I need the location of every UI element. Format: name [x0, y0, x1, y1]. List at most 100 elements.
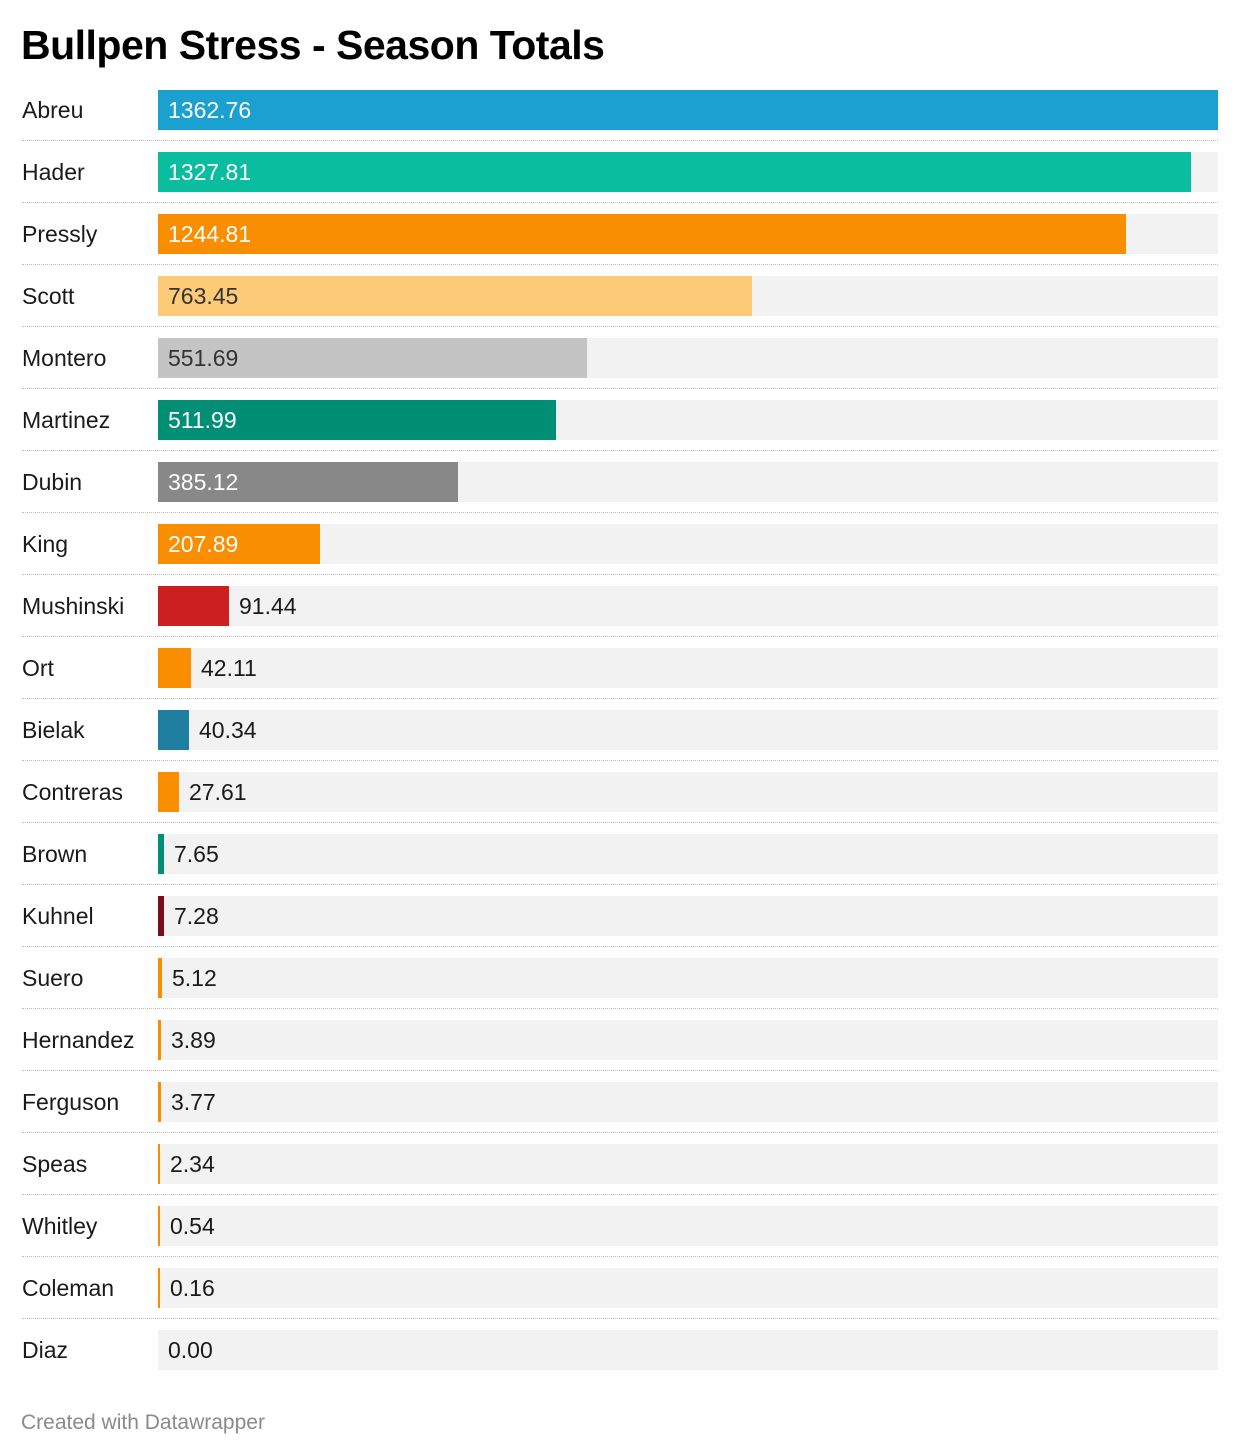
category-label: Martinez — [22, 407, 111, 433]
row-divider — [22, 450, 1218, 451]
chart-row: Whitley 0.54 — [0, 1206, 1240, 1268]
bar-value-label: 385.12 — [168, 469, 239, 495]
chart-row: Ferguson 3.77 — [0, 1082, 1240, 1144]
category-label: Ferguson — [22, 1089, 120, 1115]
bar-value-label: 0.00 — [168, 1337, 213, 1363]
chart-row: Martinez 511.99 — [0, 400, 1240, 462]
bar-track: 3.89 — [158, 1020, 1218, 1060]
bar-track: 91.44 — [158, 586, 1218, 626]
row-divider — [22, 1256, 1218, 1257]
bar-value-label: 1362.76 — [168, 97, 252, 123]
row-divider — [22, 822, 1218, 823]
bar — [158, 214, 1126, 254]
bar — [158, 772, 179, 812]
chart-row: Kuhnel 7.28 — [0, 896, 1240, 958]
bar — [158, 648, 191, 688]
category-label: Hader — [22, 159, 85, 185]
bar-value-label: 91.44 — [239, 593, 297, 619]
row-divider — [22, 1132, 1218, 1133]
category-label: Montero — [22, 345, 107, 371]
chart-row: Hernandez 3.89 — [0, 1020, 1240, 1082]
chart-row: Pressly 1244.81 — [0, 214, 1240, 276]
bar — [158, 524, 320, 564]
bar-value-label: 42.11 — [201, 655, 257, 681]
chart-row: King 207.89 — [0, 524, 1240, 586]
row-divider — [22, 636, 1218, 637]
category-label: Ort — [22, 655, 54, 681]
row-divider — [22, 1194, 1218, 1195]
row-divider — [22, 1318, 1218, 1319]
row-divider — [22, 202, 1218, 203]
footer-credit[interactable]: Created with Datawrapper — [21, 1411, 265, 1434]
category-label: King — [22, 531, 69, 557]
chart-row: Diaz 0.00 — [0, 1330, 1240, 1392]
row-divider — [22, 946, 1218, 947]
bar-track: 1327.81 — [158, 152, 1218, 192]
row-divider — [22, 1070, 1218, 1071]
bar — [158, 896, 164, 936]
category-label: Kuhnel — [22, 903, 94, 929]
bar-value-label: 763.45 — [168, 283, 239, 309]
bar — [158, 1206, 160, 1246]
category-label: Mushinski — [22, 593, 125, 619]
bar-track: 40.34 — [158, 710, 1218, 750]
bar-value-label: 40.34 — [199, 717, 257, 743]
category-label: Speas — [22, 1151, 88, 1177]
chart-row: Coleman 0.16 — [0, 1268, 1240, 1330]
category-label: Hernandez — [22, 1027, 135, 1053]
bar-track: 0.54 — [158, 1206, 1218, 1246]
chart-row: Suero 5.12 — [0, 958, 1240, 1020]
bar-track: 0.16 — [158, 1268, 1218, 1308]
row-divider — [22, 512, 1218, 513]
category-label: Contreras — [22, 779, 123, 805]
bar-value-label: 7.28 — [174, 903, 219, 929]
category-label: Pressly — [22, 221, 98, 247]
bar-value-label: 0.54 — [170, 1213, 215, 1239]
row-divider — [22, 760, 1218, 761]
bar-track: 207.89 — [158, 524, 1218, 564]
bar-value-label: 207.89 — [168, 531, 239, 557]
bar-value-label: 1327.81 — [168, 159, 252, 185]
chart-row: Ort 42.11 — [0, 648, 1240, 710]
row-divider — [22, 326, 1218, 327]
bar-track: 385.12 — [158, 462, 1218, 502]
chart-row: Scott 763.45 — [0, 276, 1240, 338]
category-label: Scott — [22, 283, 75, 309]
category-label: Brown — [22, 841, 88, 867]
bar-track: 7.28 — [158, 896, 1218, 936]
bar-track: 5.12 — [158, 958, 1218, 998]
bar — [158, 462, 458, 502]
chart-row: Speas 2.34 — [0, 1144, 1240, 1206]
bar-value-label: 3.77 — [171, 1089, 216, 1115]
bar-value-label: 0.16 — [170, 1275, 215, 1301]
chart-row: Dubin 385.12 — [0, 462, 1240, 524]
bar-value-label: 2.34 — [170, 1151, 215, 1177]
bar-track: 1362.76 — [158, 90, 1218, 130]
chart-row: Hader 1327.81 — [0, 152, 1240, 214]
bar-track: 511.99 — [158, 400, 1218, 440]
bar-value-label: 511.99 — [168, 407, 237, 433]
row-divider — [22, 140, 1218, 141]
bar-chart: Abreu 1362.76 Hader 1327.81 Pressly 1244.81 Sc… — [0, 90, 1240, 1392]
category-label: Dubin — [22, 469, 83, 495]
bar — [158, 1082, 161, 1122]
bar-track: 551.69 — [158, 338, 1218, 378]
row-divider — [22, 884, 1218, 885]
chart-row: Abreu 1362.76 — [0, 90, 1240, 152]
bar-track: 7.65 — [158, 834, 1218, 874]
bar — [158, 400, 556, 440]
row-divider — [22, 574, 1218, 575]
bar-value-label: 3.89 — [171, 1027, 216, 1053]
bar — [158, 1020, 161, 1060]
bar-track: 27.61 — [158, 772, 1218, 812]
bar-track: 42.11 — [158, 648, 1218, 688]
chart-row: Contreras 27.61 — [0, 772, 1240, 834]
bar — [158, 90, 1218, 130]
bar-value-label: 5.12 — [172, 965, 217, 991]
chart-row: Montero 551.69 — [0, 338, 1240, 400]
category-label: Abreu — [22, 97, 84, 123]
bar — [158, 1144, 160, 1184]
chart-row: Brown 7.65 — [0, 834, 1240, 896]
bar — [158, 834, 164, 874]
bar — [158, 586, 229, 626]
